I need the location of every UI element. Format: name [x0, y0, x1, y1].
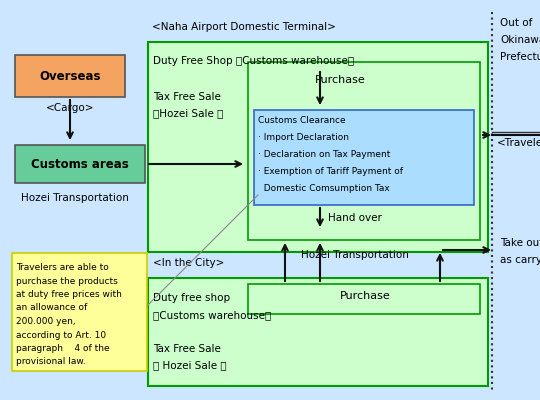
Text: Domestic Comsumption Tax: Domestic Comsumption Tax	[258, 184, 390, 193]
Text: purchase the products: purchase the products	[16, 276, 118, 286]
Text: Prefecture: Prefecture	[500, 52, 540, 62]
Text: 200.000 yen,: 200.000 yen,	[16, 317, 76, 326]
Text: paragraph    4 of the: paragraph 4 of the	[16, 344, 110, 353]
Text: Hozei Transportation: Hozei Transportation	[21, 193, 129, 203]
Text: Customs areas: Customs areas	[31, 158, 129, 170]
Text: · Exemption of Tariff Payment of: · Exemption of Tariff Payment of	[258, 167, 403, 176]
Bar	[15, 55, 125, 97]
Text: Purchase: Purchase	[315, 75, 366, 85]
Text: as carry-on: as carry-on	[500, 255, 540, 265]
Text: <In the City>: <In the City>	[153, 258, 225, 268]
Text: an allowance of: an allowance of	[16, 304, 87, 312]
Text: · Declaration on Tax Payment: · Declaration on Tax Payment	[258, 150, 390, 159]
Text: according to Art. 10: according to Art. 10	[16, 330, 106, 340]
Text: Hand over: Hand over	[328, 213, 382, 223]
Bar	[248, 62, 480, 240]
Text: Duty free shop: Duty free shop	[153, 293, 230, 303]
Bar	[148, 278, 488, 386]
Text: 》 Hozei Sale 《: 》 Hozei Sale 《	[153, 360, 227, 370]
Text: 》Hozei Sale 《: 》Hozei Sale 《	[153, 108, 224, 118]
Bar	[254, 110, 474, 205]
Text: <Cargo>: <Cargo>	[46, 103, 94, 113]
Text: Purchase: Purchase	[340, 291, 390, 301]
Text: · Import Declaration: · Import Declaration	[258, 133, 349, 142]
Text: Tax Free Sale: Tax Free Sale	[153, 92, 221, 102]
Text: Customs Clearance: Customs Clearance	[258, 116, 346, 125]
Text: Tax Free Sale: Tax Free Sale	[153, 344, 221, 354]
Text: <Travelers>: <Travelers>	[497, 138, 540, 148]
Text: provisional law.: provisional law.	[16, 358, 86, 366]
Text: Take out: Take out	[500, 238, 540, 248]
Bar	[12, 253, 147, 371]
Text: <Naha Airport Domestic Terminal>: <Naha Airport Domestic Terminal>	[152, 22, 336, 32]
Text: Overseas: Overseas	[39, 70, 101, 82]
Bar	[15, 145, 145, 183]
Bar	[148, 42, 488, 252]
Text: Duty Free Shop 『Customs warehouse』: Duty Free Shop 『Customs warehouse』	[153, 56, 354, 66]
Text: at duty free prices with: at duty free prices with	[16, 290, 122, 299]
Text: Out of: Out of	[500, 18, 532, 28]
Text: Hozei Transportation: Hozei Transportation	[301, 250, 409, 260]
Text: Travelers are able to: Travelers are able to	[16, 263, 109, 272]
Text: Okinawa: Okinawa	[500, 35, 540, 45]
Bar	[248, 284, 480, 314]
Text: 》Customs warehouse《: 》Customs warehouse《	[153, 310, 271, 320]
